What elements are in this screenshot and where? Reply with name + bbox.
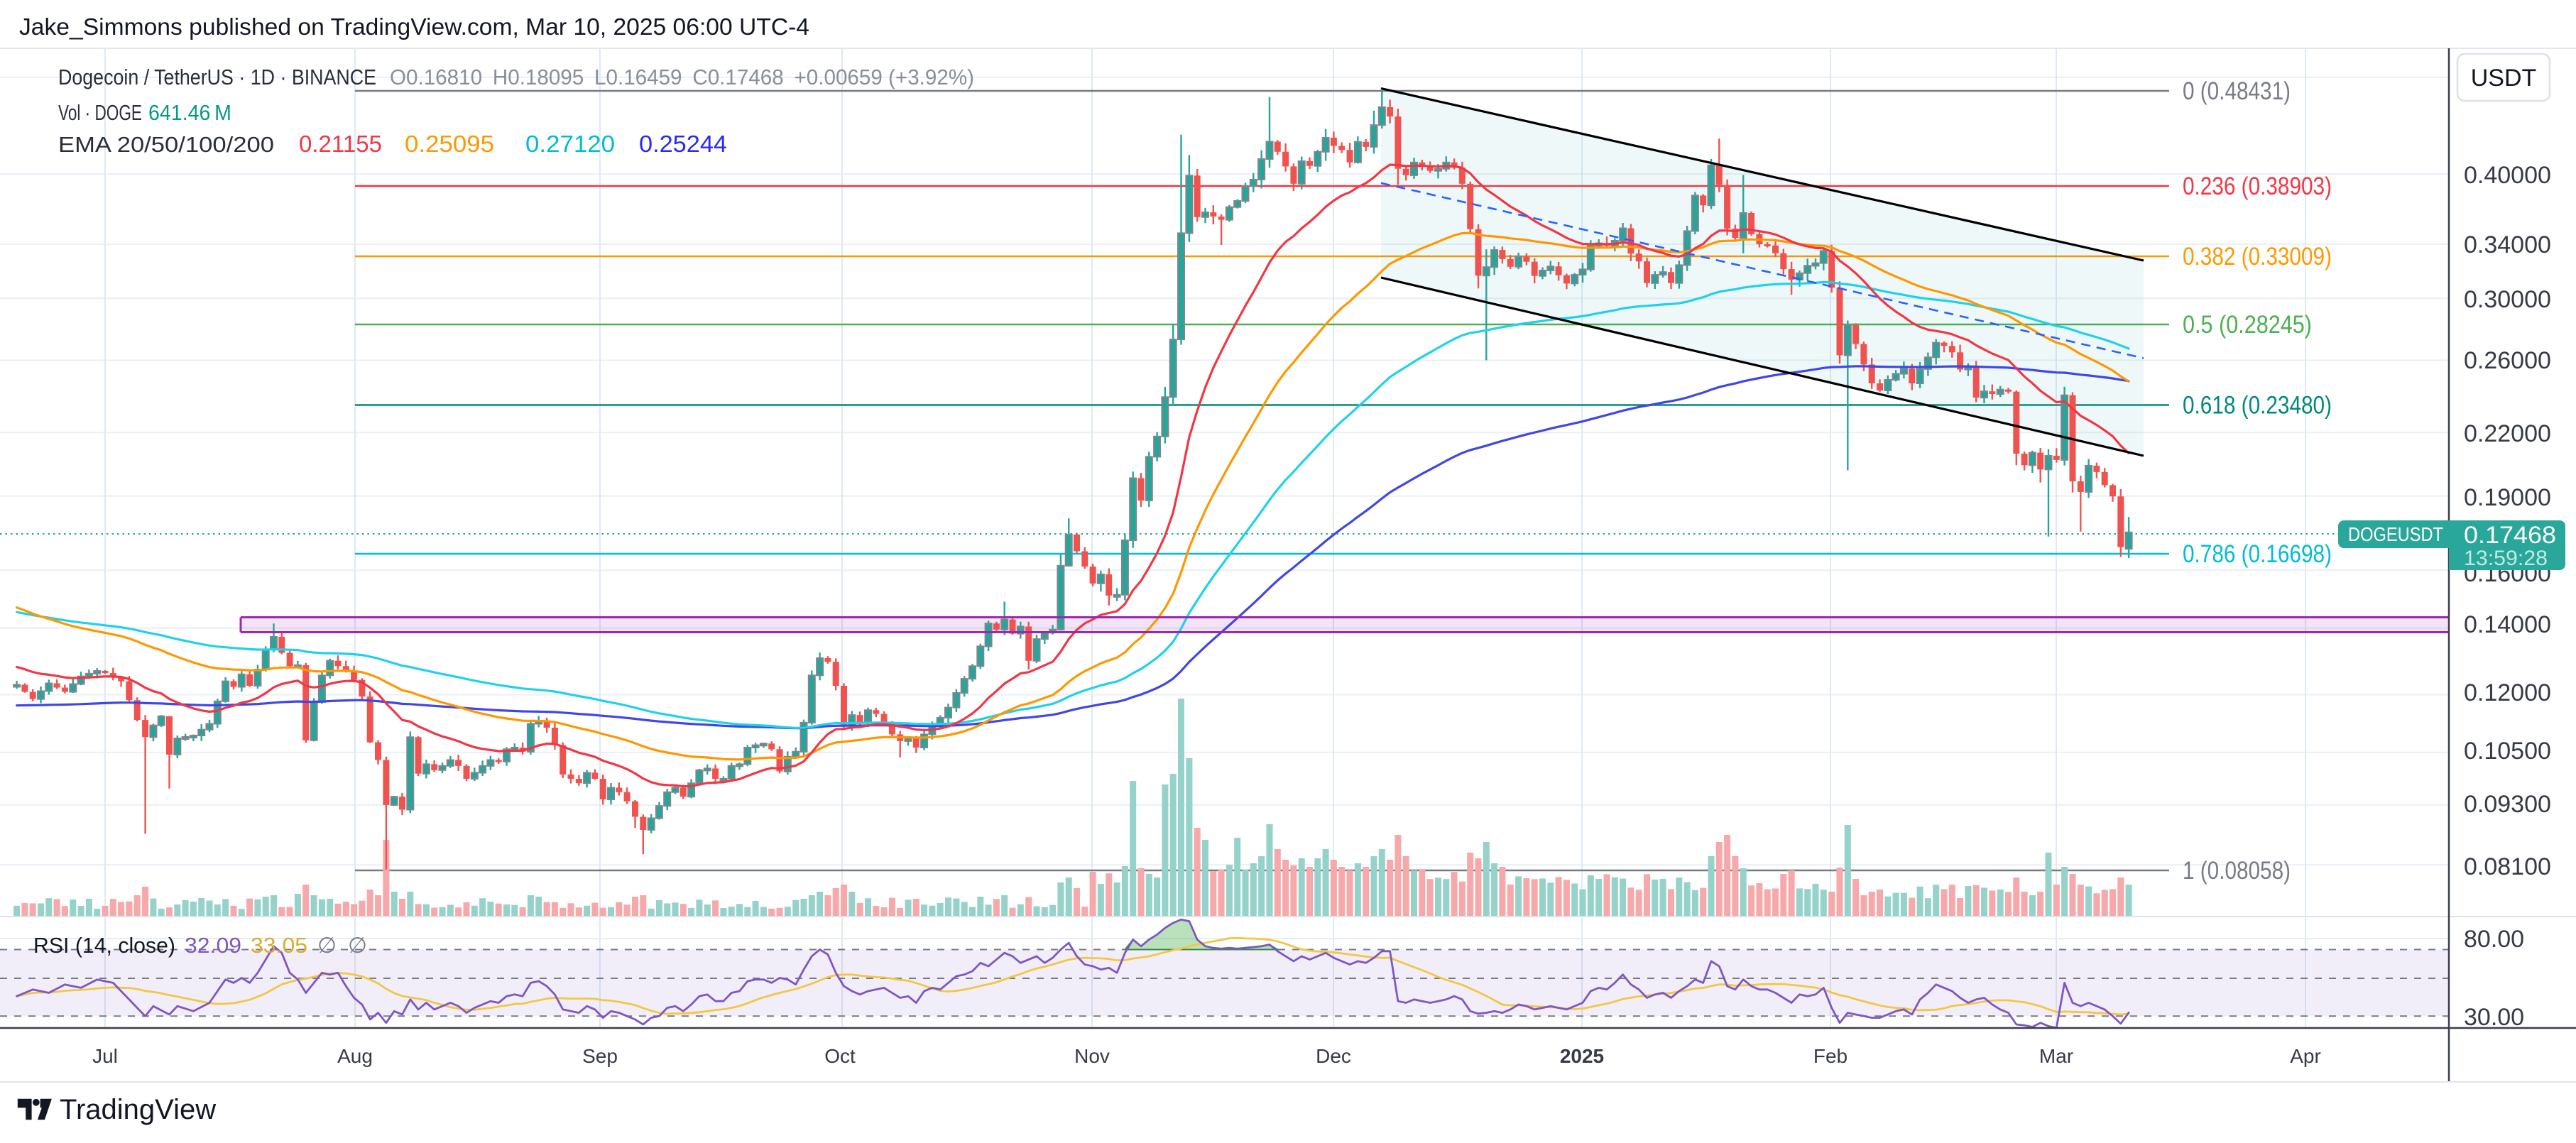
svg-text:0 (0.48431): 0 (0.48431) — [2183, 77, 2291, 105]
svg-text:0.17468: 0.17468 — [2464, 522, 2556, 549]
svg-text:0.382 (0.33009): 0.382 (0.33009) — [2183, 243, 2332, 270]
svg-text:Feb: Feb — [1813, 1045, 1848, 1067]
svg-text:∅: ∅ — [317, 933, 337, 958]
svg-text:USDT: USDT — [2471, 65, 2537, 92]
svg-text:2025: 2025 — [1560, 1045, 1604, 1067]
svg-text:Dec: Dec — [1316, 1045, 1351, 1067]
svg-text:Sep: Sep — [582, 1045, 618, 1067]
svg-text:Jake_Simmons published on Trad: Jake_Simmons published on TradingView.co… — [19, 13, 809, 40]
svg-text:Nov: Nov — [1074, 1045, 1110, 1067]
svg-text:641.46 M: 641.46 M — [148, 100, 231, 125]
svg-text:0.21155: 0.21155 — [299, 131, 382, 157]
svg-text:1 (0.08058): 1 (0.08058) — [2183, 857, 2291, 885]
svg-text:0.786 (0.16698): 0.786 (0.16698) — [2183, 540, 2332, 568]
svg-text:Apr: Apr — [2290, 1045, 2321, 1067]
svg-text:0.19000: 0.19000 — [2464, 484, 2551, 511]
svg-text:13:59:28: 13:59:28 — [2464, 547, 2548, 570]
svg-text:EMA 20/50/100/200: EMA 20/50/100/200 — [58, 132, 274, 157]
svg-text:0.30000: 0.30000 — [2464, 286, 2551, 313]
svg-text:Oct: Oct — [824, 1045, 856, 1067]
svg-text:0.27120: 0.27120 — [525, 131, 615, 157]
svg-text:0.10500: 0.10500 — [2464, 738, 2551, 765]
svg-text:RSI (14, close): RSI (14, close) — [33, 933, 175, 958]
svg-text:0.26000: 0.26000 — [2464, 347, 2551, 374]
svg-text:0.22000: 0.22000 — [2464, 420, 2551, 447]
svg-text:32.09: 32.09 — [185, 933, 241, 958]
svg-text:0.12000: 0.12000 — [2464, 679, 2551, 706]
svg-text:∅: ∅ — [348, 933, 367, 958]
svg-text:0.5 (0.28245): 0.5 (0.28245) — [2183, 311, 2312, 339]
svg-text:0.618 (0.23480): 0.618 (0.23480) — [2183, 392, 2332, 420]
svg-text:0.09300: 0.09300 — [2464, 791, 2551, 818]
svg-text:0.40000: 0.40000 — [2464, 162, 2551, 189]
svg-text:Vol · DOGE: Vol · DOGE — [58, 100, 142, 125]
svg-text:33.05: 33.05 — [251, 933, 307, 958]
svg-text:80.00: 80.00 — [2464, 926, 2524, 953]
svg-text:0.25095: 0.25095 — [405, 131, 494, 157]
svg-text:0.25244: 0.25244 — [639, 131, 727, 157]
svg-text:0.14000: 0.14000 — [2464, 611, 2551, 638]
svg-text:0.236 (0.38903): 0.236 (0.38903) — [2183, 173, 2332, 200]
svg-text:0.34000: 0.34000 — [2464, 231, 2551, 258]
svg-text:O0.16810 H0.18095 L0.16459 C0.: O0.16810 H0.18095 L0.16459 C0.17468 +0.0… — [390, 65, 974, 89]
svg-text:TradingView: TradingView — [60, 1094, 216, 1125]
svg-text:30.00: 30.00 — [2464, 1004, 2524, 1031]
svg-text:Aug: Aug — [337, 1045, 373, 1067]
svg-text:Dogecoin / TetherUS · 1D · BIN: Dogecoin / TetherUS · 1D · BINANCE — [58, 65, 376, 89]
svg-text:DOGEUSDT: DOGEUSDT — [2348, 523, 2443, 545]
svg-text:0.08100: 0.08100 — [2464, 853, 2551, 880]
svg-text:Mar: Mar — [2039, 1045, 2073, 1067]
svg-text:Jul: Jul — [92, 1045, 118, 1067]
